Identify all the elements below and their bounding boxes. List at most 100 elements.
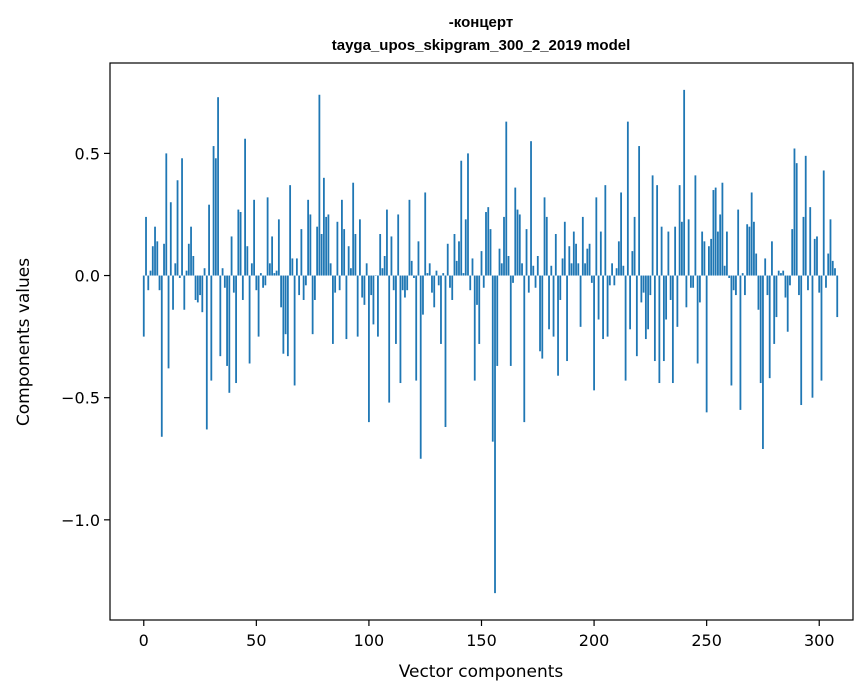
- bar: [723, 265, 726, 276]
- bar: [341, 199, 343, 276]
- bar: [381, 268, 384, 276]
- bar: [320, 234, 323, 276]
- x-axis: 0 50 100 150 200 250 300: [139, 620, 835, 650]
- bar: [332, 275, 334, 344]
- bar: [282, 275, 285, 354]
- bar: [449, 275, 451, 288]
- bar: [552, 275, 555, 337]
- bar: [689, 275, 692, 288]
- bar: [694, 175, 697, 276]
- bar: [597, 275, 600, 320]
- bar: [187, 243, 190, 276]
- bar: [203, 268, 206, 276]
- bar: [813, 238, 816, 276]
- x-tick-label: 300: [804, 631, 835, 650]
- bar: [494, 275, 496, 594]
- bar: [703, 241, 706, 276]
- bar: [559, 275, 562, 300]
- bar: [500, 263, 503, 276]
- bar: [446, 243, 449, 276]
- bar: [268, 263, 271, 276]
- bar: [478, 275, 481, 344]
- bar: [804, 155, 807, 276]
- bar: [572, 231, 575, 276]
- bar: [777, 270, 780, 276]
- bar: [406, 275, 409, 291]
- bar: [550, 265, 553, 276]
- bar: [372, 275, 375, 325]
- bar: [313, 275, 316, 300]
- bar: [397, 214, 400, 276]
- bar: [356, 275, 359, 337]
- bar: [818, 275, 821, 293]
- bar: [352, 182, 355, 276]
- bar: [530, 141, 532, 276]
- bar: [417, 241, 420, 276]
- bar: [557, 275, 559, 376]
- bar: [800, 275, 803, 406]
- bar: [640, 275, 643, 303]
- bar: [753, 221, 755, 276]
- bar: [435, 270, 438, 276]
- bar: [293, 275, 296, 386]
- bar: [678, 185, 681, 276]
- bar: [548, 275, 550, 330]
- bar: [300, 229, 303, 276]
- bar: [338, 275, 341, 291]
- bar: [626, 121, 629, 276]
- bar: [431, 275, 433, 293]
- chart-title: -концерт: [449, 14, 513, 31]
- bar: [784, 275, 787, 298]
- bar: [782, 270, 785, 276]
- bar: [262, 275, 264, 288]
- bar: [705, 275, 708, 413]
- x-tick-label: 0: [139, 631, 149, 650]
- bar: [717, 231, 719, 276]
- bar: [322, 177, 325, 276]
- bar: [755, 253, 758, 276]
- bar: [620, 192, 622, 276]
- bar: [608, 275, 611, 286]
- bar: [142, 275, 145, 337]
- bar: [741, 273, 744, 276]
- bar: [437, 275, 440, 286]
- bar: [172, 275, 174, 310]
- bar: [762, 275, 764, 449]
- bar: [696, 275, 699, 364]
- bar: [426, 273, 429, 276]
- bar: [831, 260, 834, 276]
- bar: [714, 187, 717, 276]
- bar: [541, 275, 544, 359]
- y-tick-label: 0.0: [75, 267, 100, 286]
- bar: [680, 221, 683, 276]
- bar: [451, 275, 454, 300]
- y-tick-label: −0.5: [61, 389, 100, 408]
- y-tick-label: −1.0: [61, 511, 100, 530]
- bar: [167, 275, 170, 369]
- bar: [667, 231, 670, 276]
- bar: [318, 94, 321, 276]
- bar: [327, 214, 330, 276]
- x-tick-label: 250: [691, 631, 722, 650]
- bar: [744, 275, 746, 296]
- bar: [368, 275, 370, 423]
- bar: [581, 216, 584, 276]
- bar: [219, 275, 222, 357]
- bar: [642, 275, 645, 293]
- bar: [271, 236, 274, 276]
- bar: [201, 275, 204, 313]
- bar: [512, 275, 514, 283]
- bar: [807, 275, 809, 291]
- bar: [455, 260, 458, 276]
- y-axis: 0.5 0.0 −0.5 −1.0: [61, 144, 110, 530]
- bar: [178, 275, 181, 278]
- bar: [325, 216, 328, 276]
- bar: [458, 241, 460, 276]
- bar: [388, 275, 391, 403]
- bar: [453, 234, 456, 276]
- bar: [757, 275, 760, 310]
- bar: [795, 163, 798, 276]
- bar: [241, 275, 244, 300]
- y-axis-label: Components values: [14, 258, 34, 426]
- bar: [192, 256, 195, 276]
